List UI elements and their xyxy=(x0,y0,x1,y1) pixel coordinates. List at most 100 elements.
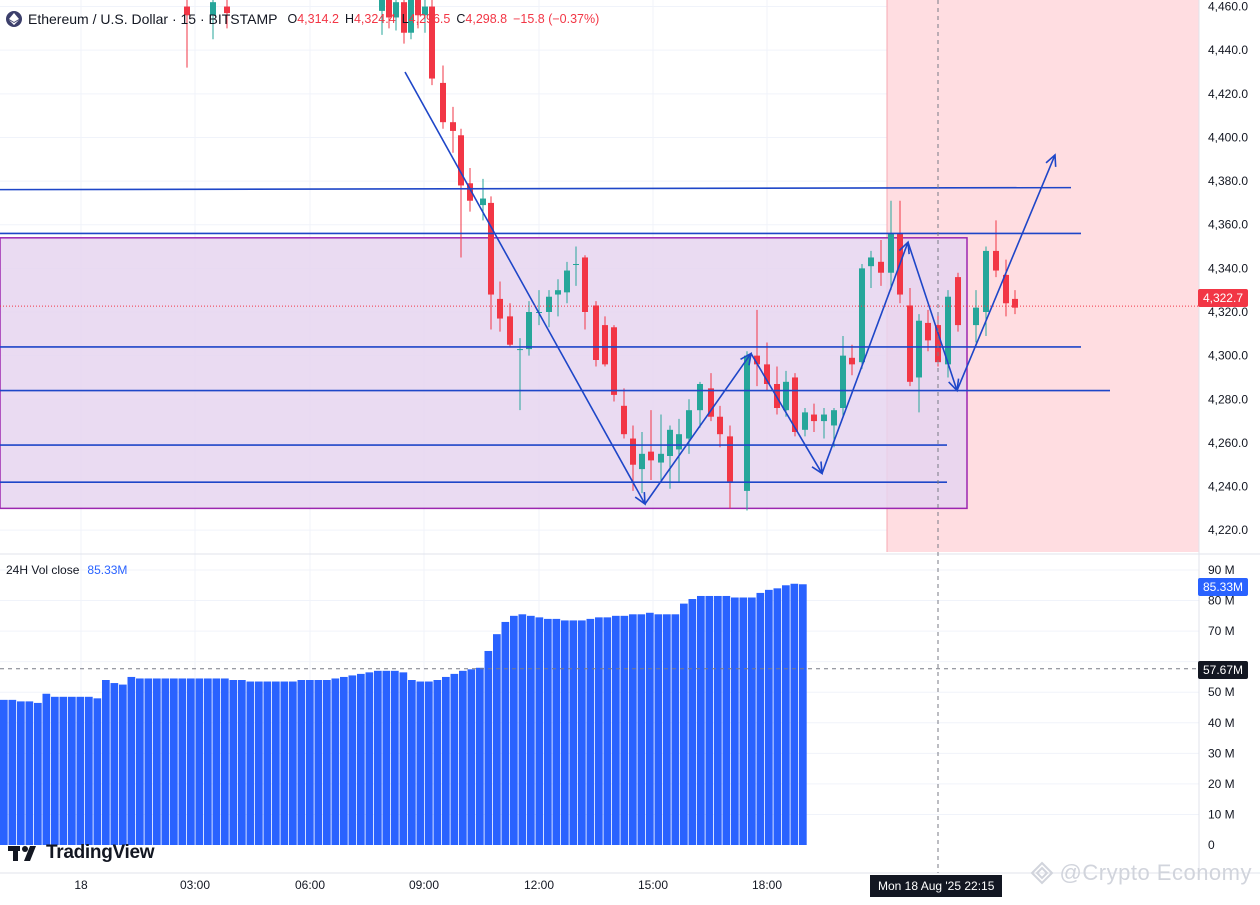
volume-bar xyxy=(127,676,136,845)
volume-bar xyxy=(714,595,722,845)
candle xyxy=(393,0,399,31)
horizontal-level-line xyxy=(0,186,1072,191)
volume-bar xyxy=(229,680,238,845)
volume-bar xyxy=(561,620,569,845)
ohlc-values: O4,314.2 H4,324.4 L4,296.5 C4,298.8 −15.8 (−… xyxy=(287,12,599,26)
volume-axis-label: 30 M xyxy=(1208,746,1235,760)
volume-bar xyxy=(110,683,119,845)
candle-body xyxy=(717,416,723,435)
volume-bar xyxy=(8,699,17,845)
candle xyxy=(1003,259,1009,317)
candle xyxy=(1012,290,1018,315)
volume-bar xyxy=(102,680,110,845)
volume-legend[interactable]: 24H Vol close 85.33M xyxy=(6,563,127,577)
tradingview-logo[interactable]: TradingView xyxy=(8,842,155,864)
wave-segment xyxy=(821,241,909,474)
candle xyxy=(868,250,874,288)
wave-segment xyxy=(907,241,958,391)
volume-bar xyxy=(76,696,85,845)
volume-bar xyxy=(637,614,646,845)
volume-bar xyxy=(263,681,272,845)
candle xyxy=(602,316,608,367)
candle-body xyxy=(821,414,827,422)
candle xyxy=(658,414,664,480)
volume-bar xyxy=(425,681,433,845)
current-price-tag: 4,322.7 xyxy=(1197,289,1248,307)
volume-bar xyxy=(688,599,697,845)
volume-bar xyxy=(773,588,782,845)
candle-body xyxy=(708,388,714,417)
candle-body xyxy=(517,349,523,351)
candle xyxy=(907,288,913,387)
time-axis-label: 18 xyxy=(74,878,88,892)
volume-bar xyxy=(297,680,306,845)
volume-bar xyxy=(620,615,629,845)
price-axis-label: 4,220.0 xyxy=(1208,523,1248,537)
candle xyxy=(450,106,456,153)
volume-title: 24H Vol close xyxy=(6,563,80,577)
candle-body xyxy=(983,250,989,312)
candle xyxy=(727,425,733,509)
volume-bar xyxy=(680,603,688,845)
candle xyxy=(792,373,798,437)
volume-bar xyxy=(493,634,501,845)
volume-bar xyxy=(34,702,42,845)
candle xyxy=(386,0,392,29)
volume-axis-label: 50 M xyxy=(1208,685,1235,699)
candle xyxy=(878,240,884,286)
volume-bar xyxy=(0,699,8,845)
price-axis-label: 4,340.0 xyxy=(1208,261,1248,275)
candle-body xyxy=(831,410,837,426)
volume-bar xyxy=(552,618,561,845)
time-axis-label: 06:00 xyxy=(295,878,325,892)
candle-body xyxy=(667,429,673,456)
wave-segment xyxy=(956,154,1056,391)
volume-bar xyxy=(416,681,425,845)
candle xyxy=(429,0,435,86)
symbol-legend[interactable]: Ethereum / U.S. Dollar · 15 · BITSTAMP O… xyxy=(6,9,599,29)
candle-body xyxy=(582,257,588,312)
volume-bar xyxy=(136,678,144,845)
candle xyxy=(888,200,894,291)
candle-body xyxy=(458,135,464,186)
volume-bar xyxy=(663,614,671,845)
volume-bar xyxy=(221,678,229,845)
candle xyxy=(408,0,414,40)
candle xyxy=(555,279,561,317)
volume-bar xyxy=(93,698,102,845)
candle-body xyxy=(507,316,513,345)
price-axis-label: 4,300.0 xyxy=(1208,349,1248,363)
candle xyxy=(480,178,486,221)
volume-bar xyxy=(518,614,527,845)
support-resistance-zone[interactable] xyxy=(0,237,968,510)
symbol-title[interactable]: Ethereum / U.S. Dollar · 15 · BITSTAMP xyxy=(28,11,278,27)
volume-bar xyxy=(25,701,34,845)
candle-body xyxy=(488,202,494,295)
volume-bar xyxy=(187,678,195,845)
candle-body xyxy=(849,357,855,365)
candle xyxy=(783,370,789,417)
candle-body xyxy=(401,2,407,33)
volume-bar xyxy=(731,597,739,845)
volume-bar xyxy=(17,701,25,845)
volume-bar xyxy=(459,670,467,845)
volume-bar xyxy=(42,693,51,845)
candle xyxy=(582,255,588,330)
volume-bar xyxy=(722,595,731,845)
wave-segment xyxy=(404,71,646,505)
candle xyxy=(925,309,931,352)
volume-bar xyxy=(705,595,714,845)
volume-axis-label: 40 M xyxy=(1208,716,1235,730)
candle xyxy=(717,405,723,448)
ohlc-o: O4,314.2 xyxy=(287,12,339,26)
trendline-drawings[interactable] xyxy=(0,71,1199,506)
candle xyxy=(401,0,407,44)
volume-bar xyxy=(382,670,391,845)
candle-body xyxy=(497,298,503,319)
volume-bar xyxy=(484,650,493,845)
candle-body xyxy=(935,325,941,363)
candle xyxy=(764,342,770,391)
